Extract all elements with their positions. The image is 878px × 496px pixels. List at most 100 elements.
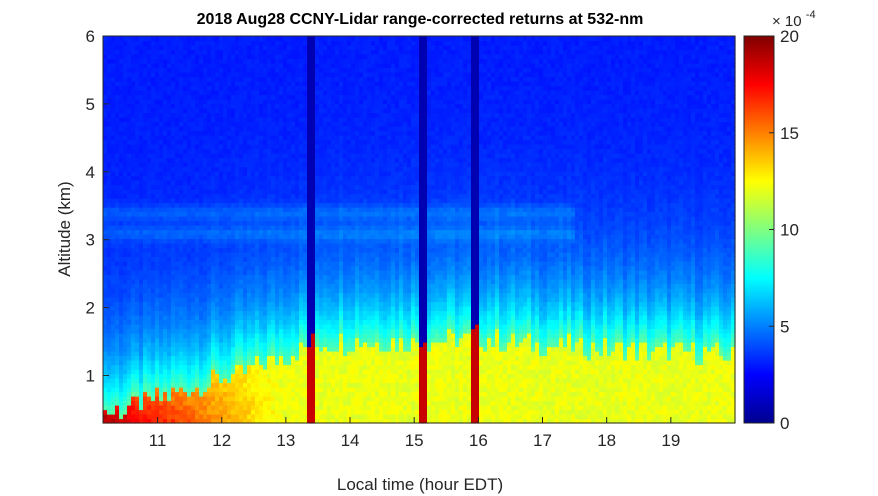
heatmap-cell	[259, 283, 264, 289]
heatmap-cell	[195, 130, 200, 136]
heatmap-cell	[183, 202, 188, 208]
heatmap-cell	[231, 207, 236, 213]
heatmap-cell	[151, 301, 156, 307]
heatmap-cell	[231, 238, 236, 244]
heatmap-cell	[271, 90, 276, 96]
heatmap-cell	[315, 288, 320, 294]
heatmap-cell	[255, 261, 260, 267]
heatmap-cell	[307, 90, 312, 96]
heatmap-cell	[195, 189, 200, 195]
heatmap-cell	[191, 135, 196, 141]
heatmap-cell	[131, 382, 136, 388]
heatmap-cell	[111, 373, 116, 379]
heatmap-cell	[135, 405, 140, 411]
heatmap-cell	[287, 409, 292, 415]
heatmap-cell	[311, 162, 316, 168]
heatmap-cell	[175, 130, 180, 136]
heatmap-cell	[267, 49, 272, 55]
heatmap-cell	[151, 171, 156, 177]
heatmap-cell	[187, 76, 192, 82]
heatmap-cell	[299, 117, 304, 123]
heatmap-cell	[323, 153, 328, 159]
heatmap-cell	[107, 130, 112, 136]
heatmap-cell	[223, 414, 228, 420]
heatmap-cell	[291, 207, 296, 213]
heatmap-cell	[123, 274, 128, 280]
heatmap-cell	[211, 63, 216, 69]
heatmap-cell	[127, 157, 132, 163]
heatmap-cell	[151, 382, 156, 388]
heatmap-cell	[307, 148, 312, 154]
heatmap-cell	[187, 40, 192, 46]
heatmap-cell	[287, 270, 292, 276]
heatmap-cell	[195, 153, 200, 159]
heatmap-cell	[151, 337, 156, 343]
heatmap-cell	[147, 216, 152, 222]
heatmap-cell	[183, 324, 188, 330]
heatmap-cell	[211, 310, 216, 316]
heatmap-cell	[139, 256, 144, 262]
heatmap-cell	[307, 306, 312, 312]
heatmap-cell	[231, 373, 236, 379]
heatmap-cell	[103, 157, 108, 163]
heatmap-cell	[331, 76, 336, 82]
heatmap-cell	[279, 184, 284, 190]
heatmap-cell	[259, 315, 264, 321]
heatmap-cell	[327, 405, 332, 411]
heatmap-cell	[311, 265, 316, 271]
heatmap-cell	[171, 49, 176, 55]
heatmap-cell	[231, 202, 236, 208]
heatmap-cell	[247, 387, 252, 393]
heatmap-cell	[103, 382, 108, 388]
heatmap-cell	[267, 126, 272, 132]
heatmap-cell	[163, 180, 168, 186]
heatmap-cell	[279, 387, 284, 393]
heatmap-cell	[163, 72, 168, 78]
heatmap-cell	[215, 256, 220, 262]
heatmap-cell	[291, 333, 296, 339]
heatmap-cell	[143, 337, 148, 343]
heatmap-cell	[107, 288, 112, 294]
heatmap-cell	[203, 256, 208, 262]
heatmap-cell	[159, 225, 164, 231]
heatmap-cell	[279, 261, 284, 267]
heatmap-cell	[315, 63, 320, 69]
heatmap-cell	[127, 315, 132, 321]
heatmap-cell	[311, 211, 316, 217]
heatmap-cell	[211, 112, 216, 118]
heatmap-cell	[127, 391, 132, 397]
heatmap-cell	[231, 261, 236, 267]
heatmap-cell	[331, 409, 336, 415]
heatmap-cell	[107, 144, 112, 150]
heatmap-cell	[107, 378, 112, 384]
heatmap-cell	[175, 378, 180, 384]
heatmap-cell	[295, 229, 300, 235]
heatmap-cell	[123, 279, 128, 285]
heatmap-cell	[283, 382, 288, 388]
heatmap-cell	[183, 85, 188, 91]
heatmap-cell	[163, 49, 168, 55]
heatmap-cell	[151, 369, 156, 375]
heatmap-cell	[271, 396, 276, 402]
heatmap-cell	[239, 328, 244, 334]
heatmap-cell	[327, 396, 332, 402]
heatmap-cell	[231, 103, 236, 109]
heatmap-cell	[259, 207, 264, 213]
heatmap-cell	[319, 130, 324, 136]
heatmap-cell	[315, 135, 320, 141]
heatmap-cell	[195, 409, 200, 415]
heatmap-cell	[195, 373, 200, 379]
heatmap-cell	[251, 130, 256, 136]
heatmap-cell	[151, 94, 156, 100]
heatmap-cell	[191, 121, 196, 127]
heatmap-cell	[103, 166, 108, 172]
heatmap-cell	[143, 306, 148, 312]
heatmap-cell	[311, 144, 316, 150]
heatmap-cell	[159, 148, 164, 154]
heatmap-cell	[207, 49, 212, 55]
heatmap-cell	[131, 360, 136, 366]
heatmap-cell	[223, 324, 228, 330]
heatmap-cell	[175, 189, 180, 195]
heatmap-cell	[167, 405, 172, 411]
heatmap-cell	[111, 171, 116, 177]
